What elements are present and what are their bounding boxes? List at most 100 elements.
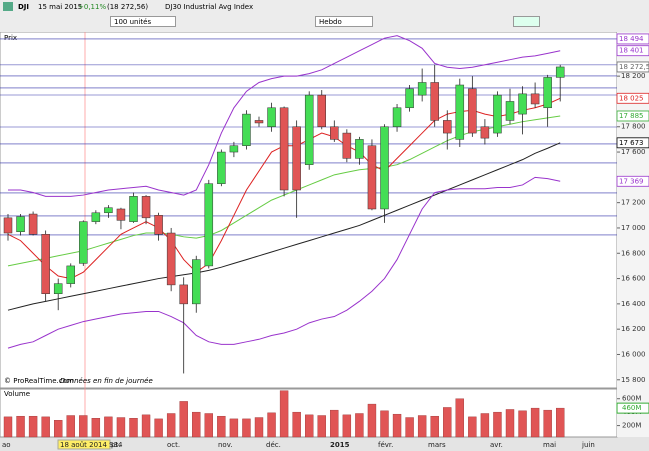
volume-bar: [380, 410, 389, 438]
volume-bar: [330, 409, 339, 438]
volume-bar: [392, 413, 402, 438]
volume-bar: [3, 416, 13, 438]
date: 15 mai 2015: [38, 3, 83, 11]
candle-body: [279, 107, 289, 191]
credit: © ProRealTime.com: [4, 377, 74, 385]
x-tick-label: 18 août 2014 S34: [60, 441, 123, 449]
date-box: [57, 439, 111, 450]
candle-body: [292, 126, 301, 191]
volume-tick-label: 600M: [622, 395, 641, 403]
volume-bar: [104, 416, 113, 438]
volume-bar: [505, 409, 515, 438]
candle-body: [16, 216, 25, 233]
candle-body: [405, 88, 414, 109]
volume-bar: [204, 413, 214, 438]
y-tick-label: 17 800: [621, 123, 646, 131]
candle-body: [267, 107, 276, 127]
volume-bar: [254, 417, 264, 438]
x-tick-label: juin: [581, 441, 595, 449]
candle-body: [518, 93, 527, 115]
volume-tick-label: 200M: [622, 422, 641, 430]
volume-bar: [28, 415, 38, 438]
y-tick-label: 17 200: [621, 199, 646, 207]
last: (18 272,56): [107, 3, 149, 11]
candle-body: [392, 107, 402, 127]
candle-body: [79, 221, 88, 264]
x-tick-label: 2015: [330, 441, 350, 449]
toolbar: DJI 15 mai 2015 +0,11% (18 272,56) DJ30 …: [0, 0, 649, 33]
volume-bar: [518, 410, 527, 438]
candle-body: [3, 217, 13, 234]
x-tick-label: nov.: [218, 441, 233, 449]
candle-body: [192, 259, 201, 305]
volume-bar: [217, 415, 226, 438]
volume-bar: [116, 417, 126, 438]
y-tick-label: 16 800: [621, 249, 646, 257]
candle-body: [380, 126, 389, 210]
candle-body: [493, 94, 502, 134]
y-tick-label: 16 600: [621, 275, 646, 283]
candle-body: [28, 213, 38, 235]
volume-bar: [41, 416, 50, 438]
volume-bar: [229, 418, 239, 438]
candle-body: [342, 132, 352, 159]
candle-body: [129, 196, 138, 222]
candle-body: [66, 265, 75, 284]
volume-tag-label: 460M: [622, 404, 641, 412]
volume-bar: [556, 407, 565, 438]
y-tick-label: 16 000: [621, 350, 646, 358]
chart-type[interactable]: [513, 16, 540, 27]
volume-bar: [154, 418, 163, 438]
x-tick-label: déc.: [266, 441, 281, 449]
y-tick-label: 16 400: [621, 300, 646, 308]
candle-body: [116, 208, 126, 221]
candle-body: [217, 151, 226, 184]
volume-bar: [279, 390, 289, 438]
price-tag: [616, 137, 649, 149]
candle-body: [443, 120, 452, 134]
price-tag-label: 18 494: [619, 35, 644, 43]
volume-bar: [129, 418, 138, 438]
candle-body: [317, 94, 326, 127]
candle-body: [204, 183, 214, 267]
change: +0,11%: [78, 3, 107, 11]
volume-bar: [417, 415, 427, 438]
volume-bar: [468, 416, 477, 438]
units-select[interactable]: 100 unités: [110, 16, 176, 27]
y-tick-label: 16 200: [621, 325, 646, 333]
candle-body: [530, 93, 540, 105]
candle-body: [41, 234, 50, 294]
price-tag: [616, 45, 649, 57]
volume-bar: [355, 413, 364, 438]
period-select[interactable]: Hebdo: [315, 16, 373, 27]
volume-bar: [543, 409, 552, 438]
volume-bar: [192, 411, 201, 438]
y-tick-label: 15 800: [621, 376, 646, 384]
price-tag: [616, 110, 649, 122]
x-tick-label: mars: [428, 441, 446, 449]
candle-body: [543, 77, 552, 109]
candle-body: [242, 113, 251, 146]
volume-bar: [91, 418, 101, 438]
volume-bar: [179, 401, 188, 438]
candle-body: [480, 126, 490, 139]
price-tag: [616, 61, 649, 73]
x-tick-label: oct.: [167, 441, 180, 449]
x-tick-label: ao: [2, 441, 11, 449]
volume-bar: [530, 407, 540, 438]
symbol: DJI: [18, 3, 30, 11]
price-tag-label: 17 369: [619, 177, 644, 185]
volume-bar: [141, 414, 151, 438]
volume-bar: [305, 414, 314, 438]
volume-bar: [317, 415, 326, 438]
candle-body: [555, 66, 565, 78]
price-tag: [616, 92, 649, 104]
note: Données en fin de journée: [60, 377, 153, 385]
volume-bar: [342, 414, 352, 438]
candle-body: [417, 82, 427, 96]
candle-body: [104, 207, 113, 214]
y-tick-label: 17 000: [621, 224, 646, 232]
volume-tag: [616, 402, 649, 414]
candle-body: [355, 139, 364, 159]
candle-body: [154, 215, 163, 235]
